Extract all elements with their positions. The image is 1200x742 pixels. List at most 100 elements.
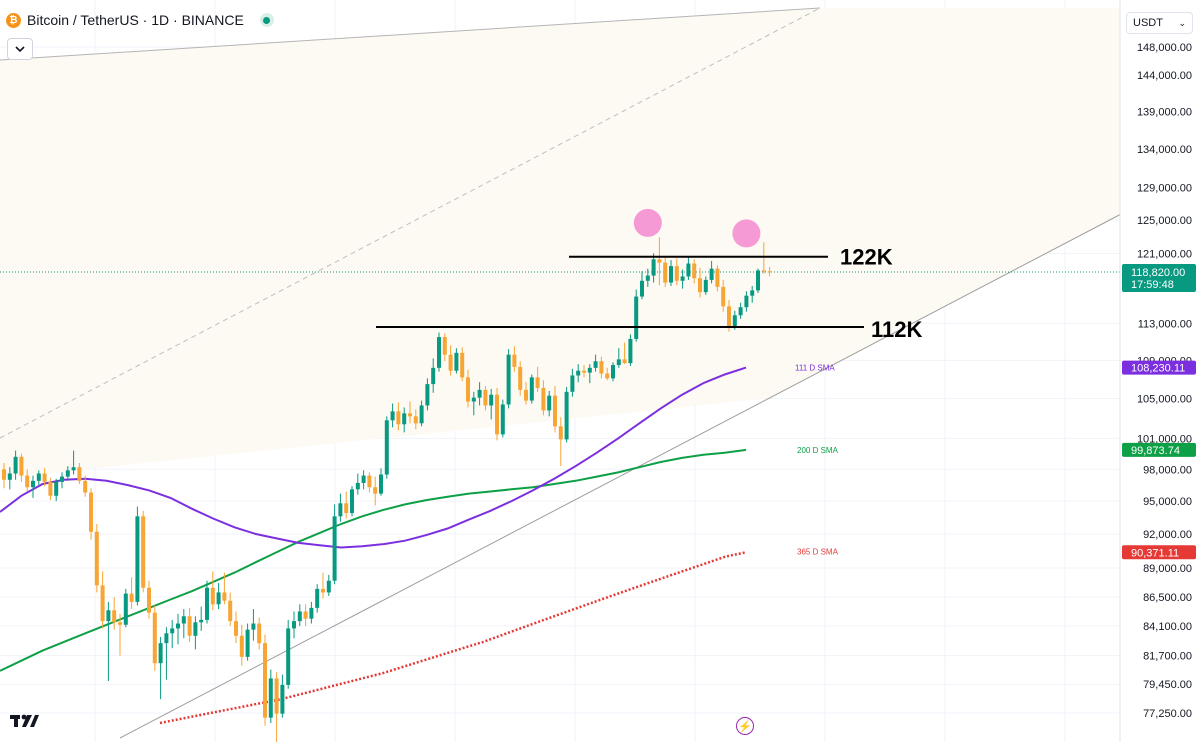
candle-body [77,467,82,481]
candle-body [605,373,610,379]
candle [651,253,656,283]
candle [680,269,685,289]
price-tick-label: 79,450.00 [1143,679,1192,691]
candle [524,382,528,405]
price-tick-label: 101,000.00 [1137,433,1192,445]
candle [297,604,302,626]
candle [489,388,494,420]
candle [48,477,53,501]
candle-body [234,621,238,636]
candle [129,577,134,610]
candle-body [118,622,122,625]
candle-body [13,456,18,474]
candle [199,606,204,631]
candle [123,588,128,628]
candle [31,475,35,498]
currency-label: USDT [1133,17,1163,29]
candle [355,473,360,495]
candle [495,387,499,441]
candle [332,504,337,585]
candle [112,597,117,630]
sma-111-line [0,366,747,549]
candle-body [112,610,117,623]
price-tick-label: 113,000.00 [1138,318,1192,330]
chart-header: ₿ Bitcoin / TetherUS · 1D · BINANCE [6,12,274,28]
candle-body [529,377,534,401]
candle-body [616,359,621,366]
candle-body [756,270,760,291]
channel-midline [0,7,821,439]
candle [582,365,586,378]
candle [558,417,563,467]
candle-body [83,480,88,493]
candle [106,601,111,682]
chevron-down-icon: ⌄ [1178,17,1186,28]
candle [19,453,24,482]
candle-body [152,612,157,664]
candle-body [721,286,726,307]
candle-body [239,635,244,657]
tradingview-logo-icon[interactable] [10,712,40,730]
candle-body [727,306,731,327]
market-status-icon[interactable] [259,13,274,27]
candle [477,382,482,406]
candle-body [222,592,227,601]
candle-body [564,391,569,440]
candle [761,242,766,274]
candle [402,407,407,433]
candle-body [535,377,540,388]
candle-body [634,296,639,339]
candle-body [663,262,668,283]
candle [657,237,662,286]
currency-select[interactable]: USDT ⌄ [1126,12,1193,34]
candle-body [419,405,424,424]
price-tick-label: 148,000.00 [1137,42,1192,54]
candle [471,391,476,416]
candle [303,604,308,626]
price-tick-label: 139,000.00 [1137,106,1192,118]
lightning-icon[interactable]: ⚡ [736,717,754,735]
candle [628,334,633,366]
candle-body [274,678,279,714]
candle-body [437,337,441,368]
candle-body [60,476,64,482]
candle [94,524,99,593]
candle [234,611,238,644]
candle [634,289,639,342]
candle [390,403,395,428]
price-tick-label: 84,100.00 [1143,621,1192,633]
candle [454,348,459,374]
level-label-112k: 112K [871,317,922,342]
candle [413,409,418,430]
candle-body [309,607,314,619]
candle [25,469,30,492]
candle-body [593,361,598,368]
candle [367,472,372,493]
candle [280,674,285,718]
candle-body [147,587,151,613]
candle [767,266,772,277]
last-price-tag [1122,263,1196,292]
candle [54,478,59,502]
candle [100,571,105,629]
candle-body [42,473,47,482]
candle [448,345,453,376]
candle-body [686,263,691,277]
candle [187,607,192,642]
candle [541,380,546,416]
candle [268,669,273,723]
candle-body [750,290,755,296]
candle [65,466,70,481]
candle [460,347,465,382]
candle-body [216,592,221,605]
candle [750,286,755,303]
candle [292,611,296,639]
candle-body [715,268,720,287]
candle-body [640,280,644,297]
symbol-title[interactable]: Bitcoin / TetherUS · 1D · BINANCE [27,12,244,28]
candle-body [321,588,325,593]
collapse-legend-button[interactable] [7,38,33,60]
candle [756,268,760,294]
candle-body [350,489,354,514]
